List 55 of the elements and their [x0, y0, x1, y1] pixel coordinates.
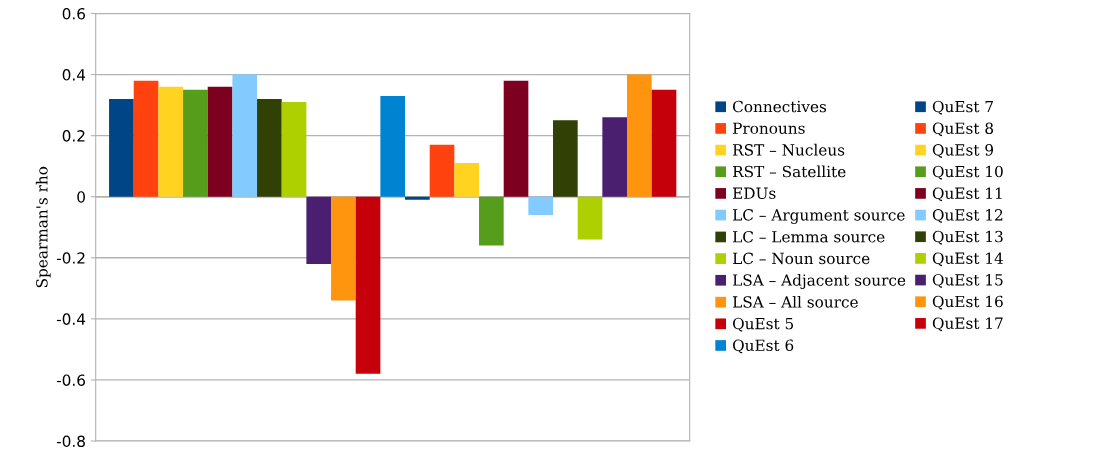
bar	[306, 196, 332, 264]
y-tick-label: -0.2	[56, 252, 85, 264]
bar	[405, 196, 430, 200]
bar	[331, 196, 356, 301]
legend-label: QuEst 15	[932, 274, 1003, 288]
y-tick-label: -0.4	[56, 313, 86, 325]
bar	[355, 196, 381, 374]
legend-label: QuEst 8	[932, 122, 994, 137]
legend-label: QuEst 11	[932, 187, 1002, 202]
legend-label: Pronouns	[732, 122, 805, 134]
y-axis-title: Spearman's rho	[35, 166, 51, 288]
legend-label: LC – Noun source	[732, 252, 870, 265]
bar	[553, 120, 578, 197]
bar	[429, 144, 455, 197]
bar	[133, 80, 159, 197]
legend-label: LSA – Adjacent source	[732, 274, 906, 290]
y-tick-label: -0.8	[56, 435, 85, 448]
legend-label: QuEst 14	[932, 252, 1003, 267]
bar	[503, 80, 529, 197]
legend-label: QuEst 16	[932, 295, 1003, 310]
bar	[257, 99, 282, 197]
bar	[158, 86, 184, 197]
legend-label: RST – Satellite	[732, 165, 846, 178]
legend-label: QuEst 12	[932, 209, 1003, 223]
bar	[183, 89, 208, 197]
legend-label: QuEst 10	[932, 165, 1003, 180]
bar	[454, 163, 480, 197]
y-tick-label: 0.2	[62, 130, 85, 142]
legend-label: LC – Argument source	[732, 209, 905, 224]
bar	[380, 95, 406, 197]
legend-label: QuEst 5	[732, 317, 794, 332]
legend-label: RST – Nucleus	[732, 143, 845, 156]
legend-label: EDUs	[732, 187, 776, 199]
legend-label: QuEst 17	[932, 317, 1003, 332]
bar	[109, 99, 134, 197]
y-tick-label: 0.6	[62, 7, 86, 20]
bar	[528, 196, 554, 216]
legend-label: QuEst 13	[932, 230, 1003, 245]
y-tick-label: -0.6	[56, 374, 86, 386]
legend-label: QuEst 7	[932, 100, 993, 115]
bar	[479, 196, 504, 246]
bar	[651, 89, 677, 197]
legend-label: LC – Lemma source	[732, 230, 885, 243]
bar	[577, 196, 603, 240]
legend-label: QuEst 6	[732, 339, 794, 354]
legend-label: LSA – All source	[732, 295, 858, 308]
y-tick-label: 0	[77, 191, 85, 203]
bar	[627, 74, 652, 197]
bar	[281, 102, 307, 197]
bar	[232, 74, 258, 197]
bar	[602, 117, 628, 197]
legend-label: Connectives	[732, 100, 827, 113]
legend-label: QuEst 9	[932, 144, 994, 158]
bar	[207, 86, 233, 197]
y-tick-label: 0.4	[62, 69, 86, 81]
